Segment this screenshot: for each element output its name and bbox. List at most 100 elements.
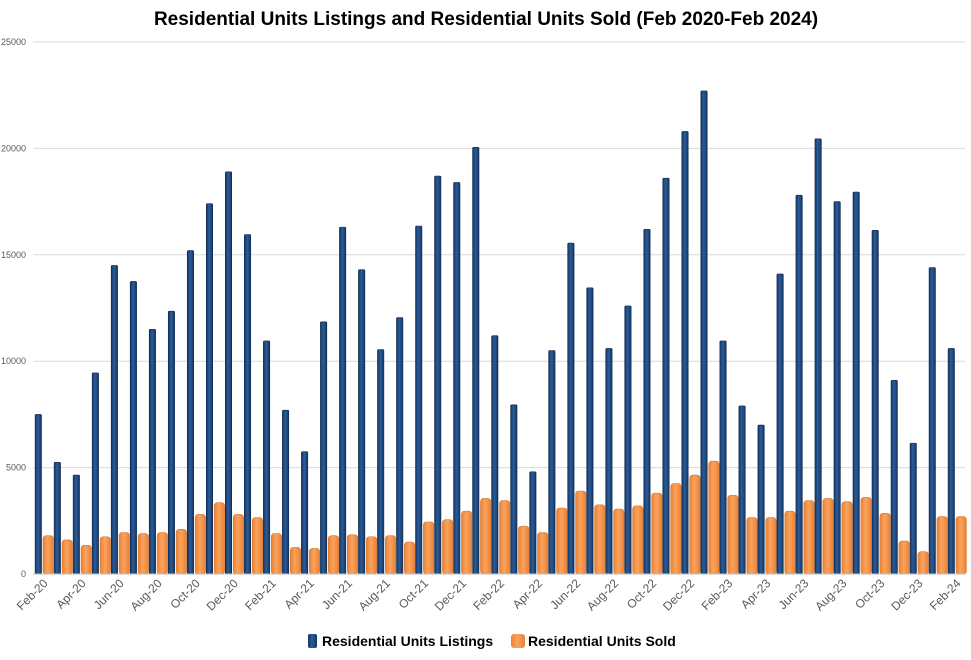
bar-sold [746, 517, 758, 575]
bar-listings [53, 461, 61, 575]
bar-listings [225, 171, 233, 575]
bar-sold [385, 535, 397, 575]
x-tick-label: Feb-23 [699, 576, 736, 613]
bar-listings [72, 474, 80, 575]
bar-sold [232, 514, 244, 575]
x-tick-label: Oct-21 [396, 576, 432, 612]
bar-sold [632, 505, 644, 575]
bar-listings [205, 203, 213, 575]
bar-sold [784, 510, 796, 575]
bar-listings [852, 191, 860, 575]
bar-sold [955, 516, 967, 575]
bar-listings [662, 177, 670, 575]
bar-sold [556, 507, 568, 575]
x-tick-label: Dec-20 [204, 576, 241, 613]
bar-listings [148, 328, 156, 575]
bar-sold [594, 504, 606, 575]
bar-sold [822, 498, 834, 575]
bar-listings [605, 348, 613, 575]
x-tick-label: Jun-20 [91, 576, 127, 612]
bar-sold [841, 501, 853, 575]
bar-listings [776, 273, 784, 575]
bar-listings [510, 404, 518, 575]
x-tick-label: Feb-22 [470, 576, 507, 613]
bar-listings [871, 230, 879, 575]
bar-listings [548, 350, 556, 575]
bar-sold [499, 500, 511, 575]
bar-listings [110, 265, 118, 575]
bar-sold [670, 483, 682, 575]
x-tick-label: Apr-20 [53, 576, 89, 612]
y-tick-label: 25000 [1, 37, 26, 47]
x-tick-label: Jun-23 [776, 576, 812, 612]
bar-listings [34, 414, 42, 575]
bar-listings [129, 281, 137, 575]
bar-listings [909, 442, 917, 575]
bar-sold [270, 533, 282, 575]
legend-label-listings: Residential Units Listings [322, 633, 493, 649]
legend-swatch-listings [308, 634, 317, 648]
bar-sold [765, 517, 777, 575]
y-tick-label: 15000 [1, 250, 26, 260]
bar-listings [434, 175, 442, 575]
bar-listings [358, 269, 366, 575]
x-tick-label: Dec-22 [660, 576, 697, 613]
bar-sold [689, 474, 701, 575]
x-tick-label: Oct-22 [624, 576, 660, 612]
bar-listings [681, 131, 689, 575]
bar-sold [613, 508, 625, 575]
x-tick-label: Jun-22 [547, 576, 583, 612]
bar-sold [803, 500, 815, 575]
bar-listings [719, 340, 727, 575]
x-tick-label: Aug-23 [812, 576, 849, 613]
x-tick-label: Aug-22 [584, 576, 621, 613]
bar-sold [42, 535, 54, 575]
y-tick-label: 5000 [6, 463, 26, 473]
bar-listings [186, 250, 194, 575]
x-tick-label: Oct-20 [167, 576, 203, 612]
bar-listings [833, 201, 841, 575]
bar-sold [727, 494, 739, 575]
bar-sold [251, 517, 263, 575]
bar-listings [928, 267, 936, 575]
bar-sold [118, 532, 130, 575]
bar-listings [320, 321, 328, 575]
y-axis-ticks: 0 5000 10000 15000 20000 25000 [1, 37, 26, 579]
bar-listings [757, 424, 765, 575]
bar-sold [537, 532, 549, 575]
x-tick-label: Aug-20 [127, 576, 164, 613]
bar-sold [347, 534, 359, 575]
x-axis-ticks: Feb-20 Apr-20 Jun-20 Aug-20 Oct-20 Dec-20 Feb-… [14, 576, 964, 613]
x-tick-label: Dec-21 [432, 576, 469, 613]
bar-listings [396, 317, 404, 575]
bar-listings [415, 225, 423, 575]
bar-sold [156, 532, 168, 575]
bar-sold [575, 490, 587, 575]
bar-sold [461, 510, 473, 575]
bar-listings [167, 310, 175, 575]
x-tick-label: Oct-23 [852, 576, 888, 612]
bar-sold [366, 536, 378, 575]
bar-listings [301, 451, 309, 575]
bar-sold [289, 547, 301, 575]
bar-listings [643, 228, 651, 575]
bar-sold [442, 519, 454, 575]
bar-listings [738, 405, 746, 575]
bar-listings [91, 372, 99, 575]
bar-sold [651, 492, 663, 575]
bar-sold [80, 544, 92, 575]
x-tick-label: Feb-24 [927, 576, 964, 613]
x-tick-label: Apr-23 [738, 576, 774, 612]
bar-listings [700, 90, 708, 575]
bars [34, 90, 967, 575]
bar-sold [308, 548, 320, 575]
bar-listings [453, 182, 461, 575]
bar-listings [491, 335, 499, 575]
bar-sold [328, 535, 340, 575]
bar-listings [795, 194, 803, 575]
bar-listings [282, 409, 290, 575]
x-tick-label: Feb-21 [242, 576, 279, 613]
bar-sold [917, 551, 929, 575]
x-tick-label: Apr-22 [510, 576, 546, 612]
